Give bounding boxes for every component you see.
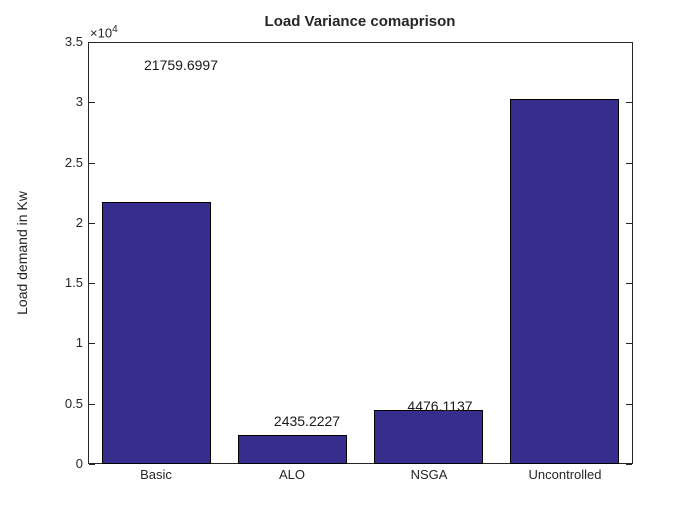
y-tick-label: 0.5	[64, 396, 83, 411]
y-tick-mark-right	[626, 343, 632, 344]
bar-value-label: 4476.1137	[407, 398, 473, 414]
y-axis-exponent-label: ×104	[90, 24, 118, 40]
y-tick-mark-right	[626, 42, 632, 43]
y-exponent-power: 4	[112, 24, 118, 35]
chart-title: Load Variance comaprison	[264, 13, 456, 30]
x-tick-label-nsga: NSGA	[410, 467, 448, 482]
y-tick-label: 0	[75, 456, 83, 471]
bar-value-label: 21759.6997	[144, 57, 218, 73]
bar-basic	[102, 202, 211, 464]
y-tick-label: 3.5	[64, 34, 83, 49]
y-tick-mark-left	[89, 163, 95, 164]
y-tick-mark-right	[626, 102, 632, 103]
x-tick-label-basic: Basic	[140, 467, 172, 482]
x-tick-label-uncontrolled: Uncontrolled	[528, 467, 602, 482]
bar-nsga	[374, 410, 483, 464]
y-tick-mark-left	[89, 42, 95, 43]
x-tick-label-alo: ALO	[278, 467, 306, 482]
y-tick-mark-left	[89, 102, 95, 103]
y-tick-mark-right	[626, 404, 632, 405]
bar-uncontrolled	[510, 99, 619, 464]
y-tick-mark-left	[89, 283, 95, 284]
y-tick-mark-left	[89, 343, 95, 344]
y-tick-mark-right	[626, 163, 632, 164]
y-tick-label: 2.5	[64, 155, 83, 170]
y-tick-mark-left	[89, 464, 95, 465]
y-tick-label: 2	[75, 215, 83, 230]
y-tick-label: 1	[75, 335, 83, 350]
y-tick-label: 1.5	[64, 275, 83, 290]
y-exponent-base: ×10	[90, 25, 113, 41]
y-tick-mark-right	[626, 464, 632, 465]
y-axis-label: Load demand in Kw	[14, 191, 30, 315]
y-tick-mark-right	[626, 283, 632, 284]
y-tick-mark-right	[626, 223, 632, 224]
bar-value-label: 2435.2227	[273, 413, 341, 429]
y-tick-mark-left	[89, 404, 95, 405]
y-tick-mark-left	[89, 223, 95, 224]
y-tick-label: 3	[75, 94, 83, 109]
bar-alo	[238, 435, 347, 464]
